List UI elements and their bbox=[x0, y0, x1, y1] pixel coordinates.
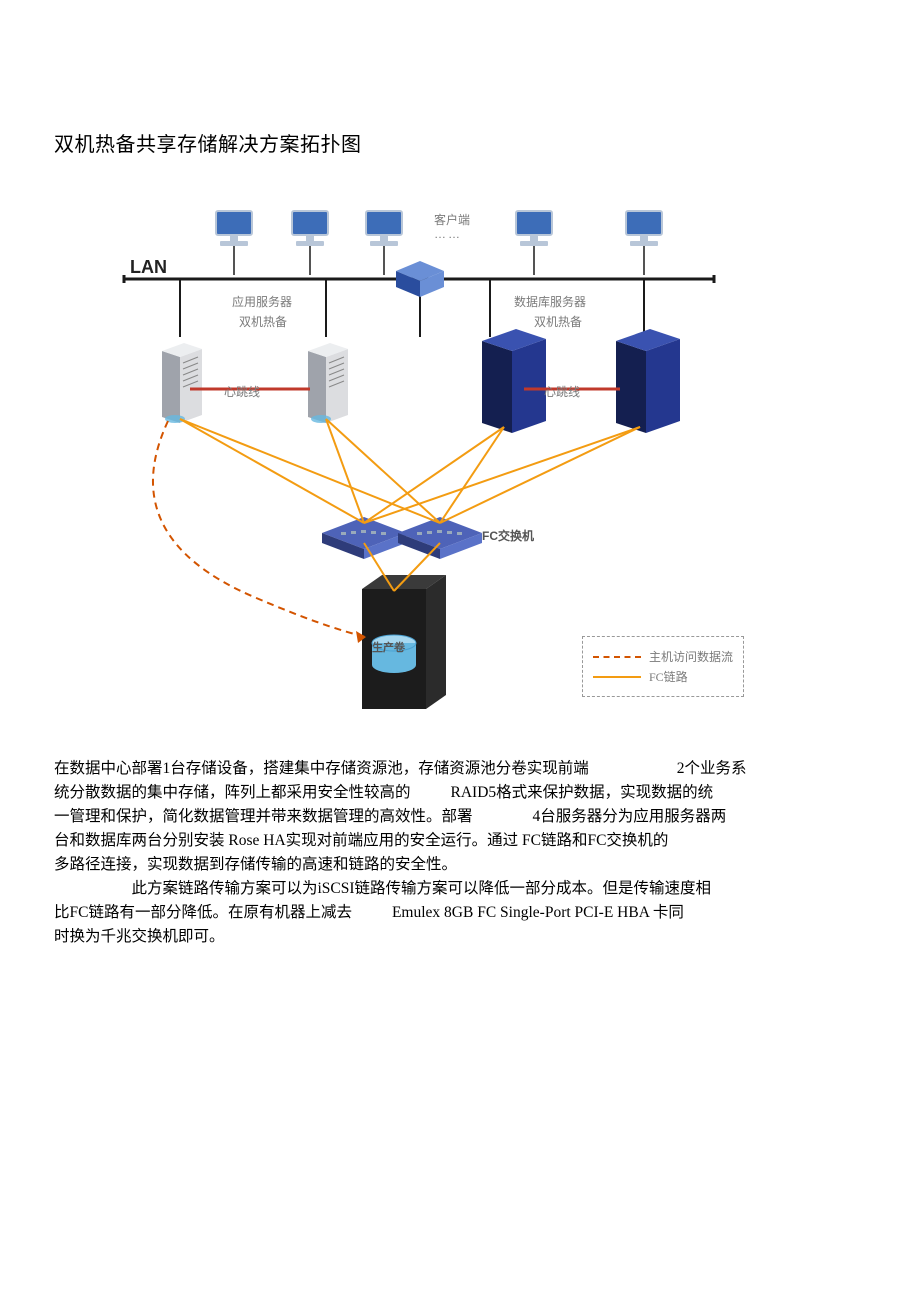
label-app-server: 应用服务器 bbox=[232, 293, 292, 310]
legend-fc-link: FC链路 bbox=[593, 668, 733, 685]
lan-label: LAN bbox=[130, 257, 167, 278]
p1b: 2个业务系 bbox=[677, 760, 747, 777]
topology-diagram: LAN 客户端 …… 应用服务器 双机热备 数据库服务器 双机热备 心跳线 心跳… bbox=[84, 197, 784, 727]
label-hot-standby-2: 双机热备 bbox=[534, 313, 582, 330]
diagram-legend: 主机访问数据流 FC链路 bbox=[582, 636, 744, 697]
p5: 多路径连接，实现数据到存储传输的高速和链路的安全性。 bbox=[54, 853, 866, 877]
label-heartbeat-2: 心跳线 bbox=[544, 383, 580, 400]
label-heartbeat-1: 心跳线 bbox=[224, 383, 260, 400]
p3b: 4台服务器分为应用服务器两 bbox=[533, 808, 727, 825]
body-text: 在数据中心部署1台存储设备，搭建集中存储资源池，存储资源池分卷实现前端 2个业务系… bbox=[54, 757, 866, 949]
p7a: 比FC链路有一部分降低。在原有机器上减去 bbox=[54, 904, 352, 921]
p7b: Emulex 8GB FC Single-Port PCI-E HBA 卡同 bbox=[392, 904, 684, 921]
legend-host-label: 主机访问数据流 bbox=[649, 648, 733, 665]
p4: 台和数据库两台分别安装 Rose HA实现对前端应用的安全运行。通过 FC链路和… bbox=[54, 829, 866, 853]
page-title: 双机热备共享存储解决方案拓扑图 bbox=[54, 128, 866, 157]
p2b: RAID5格式来保护数据，实现数据的统 bbox=[451, 784, 714, 801]
label-clients: 客户端 bbox=[434, 211, 470, 228]
p1a: 在数据中心部署1台存储设备，搭建集中存储资源池，存储资源池分卷实现前端 bbox=[54, 760, 589, 777]
label-db-server: 数据库服务器 bbox=[514, 293, 586, 310]
legend-fc-label: FC链路 bbox=[649, 668, 688, 685]
label-prod-volume: 生产卷 bbox=[372, 639, 405, 655]
label-hot-standby-1: 双机热备 bbox=[239, 313, 287, 330]
p2a: 统分散数据的集中存储，阵列上都采用安全性较高的 bbox=[54, 784, 411, 801]
legend-host-flow: 主机访问数据流 bbox=[593, 648, 733, 665]
p8: 时换为千兆交换机即可。 bbox=[54, 925, 866, 949]
p6: 此方案链路传输方案可以为iSCSI链路传输方案可以降低一部分成本。但是传输速度相 bbox=[54, 877, 866, 901]
label-dots: …… bbox=[434, 227, 462, 241]
label-fc-switch: FC交换机 bbox=[482, 527, 534, 544]
p3a: 一管理和保护，简化数据管理并带来数据管理的高效性。部署 bbox=[54, 808, 473, 825]
